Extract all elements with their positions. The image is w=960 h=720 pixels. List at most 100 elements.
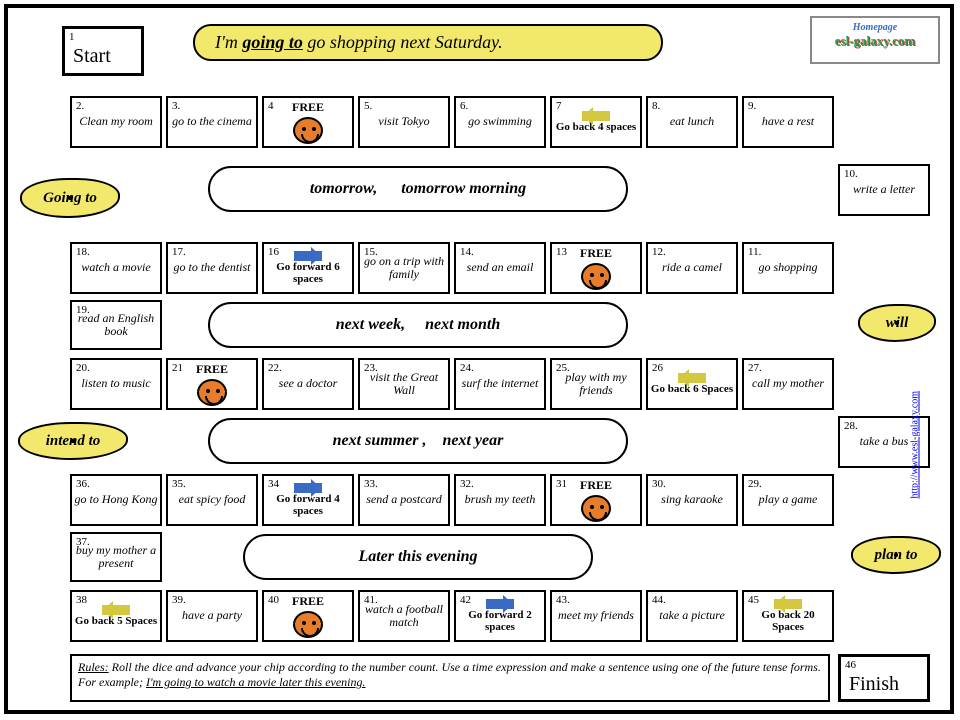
cell-text: meet my friends xyxy=(558,609,634,622)
title-bubble: I'm going to go shopping next Saturday. xyxy=(193,24,663,61)
cell-number: 25. xyxy=(556,362,570,374)
cell-number: 30. xyxy=(652,478,666,490)
cell-number: 35. xyxy=(172,478,186,490)
cell-number: 34 xyxy=(268,478,279,490)
cell-number: 13 xyxy=(556,246,567,258)
cell-text: play a game xyxy=(759,493,818,506)
cell-14: 14.send an email xyxy=(454,242,546,294)
cell-text: Go back 6 Spaces xyxy=(651,383,733,395)
title-underline: going to xyxy=(242,32,303,52)
cell-number: 1 xyxy=(69,31,75,43)
cell-number: 44. xyxy=(652,594,666,606)
cell-5: 5.visit Tokyo xyxy=(358,96,450,148)
cell-text: sing karaoke xyxy=(661,493,723,506)
cell-7: 7Go back 4 spaces xyxy=(550,96,642,148)
cell-3: 3.go to the cinema xyxy=(166,96,258,148)
cell-text: Go forward 4 spaces xyxy=(266,493,350,517)
cell-2: 2. Clean my room xyxy=(70,96,162,148)
cell-19: 19. read an English book xyxy=(70,300,162,350)
cell-24: 24.surf the internet xyxy=(454,358,546,410)
cell-number: 22. xyxy=(268,362,282,374)
arrow-right-icon xyxy=(294,483,322,493)
cell-number: 2. xyxy=(76,100,84,112)
cell-number: 38 xyxy=(76,594,87,606)
cell-text: call my mother xyxy=(752,377,824,390)
cell-number: 19. xyxy=(76,304,90,316)
cell-text: go swimming xyxy=(468,115,532,128)
smiley-icon xyxy=(293,611,323,638)
cell-text: FREE xyxy=(292,100,324,115)
start-label: Start xyxy=(73,45,133,68)
cell-16: 16Go forward 6 spaces xyxy=(262,242,354,294)
cell-21: 21FREE xyxy=(166,358,258,410)
cell-text: play with my friends xyxy=(554,371,638,397)
cell-text: visit the Great Wall xyxy=(362,371,446,397)
cloud-text: next week, next month xyxy=(336,316,500,334)
cell-9: 9.have a rest xyxy=(742,96,834,148)
cell-33: 33.send a postcard xyxy=(358,474,450,526)
cell-12: 12. ride a camel xyxy=(646,242,738,294)
mini-cloud-text: will xyxy=(886,315,909,332)
cell-27: 27. call my mother xyxy=(742,358,834,410)
cell-number: 23. xyxy=(364,362,378,374)
cell-number: 8. xyxy=(652,100,660,112)
cell-text: take a picture xyxy=(659,609,725,622)
cell-37: 37. buy my mother a present xyxy=(70,532,162,582)
cell-text: FREE xyxy=(580,478,612,493)
cell-text: go to Hong Kong xyxy=(74,493,157,506)
cell-29: 29.play a game xyxy=(742,474,834,526)
cell-number: 17. xyxy=(172,246,186,258)
cell-number: 31 xyxy=(556,478,567,490)
cell-text: FREE xyxy=(292,594,324,609)
cell-41: 41.watch a football match xyxy=(358,590,450,642)
mini-cloud-text: Going to xyxy=(43,190,97,207)
cell-text: surf the internet xyxy=(462,377,539,390)
cloud-nextsummer: next summer , next year xyxy=(208,418,628,464)
cell-26: 26 Go back 6 Spaces xyxy=(646,358,738,410)
arrow-right-icon xyxy=(294,251,322,261)
cell-number: 27. xyxy=(748,362,762,374)
cell-number: 41. xyxy=(364,594,378,606)
mini-cloud-will: will xyxy=(858,304,936,342)
cell-number: 39. xyxy=(172,594,186,606)
finish-cell: 46 Finish xyxy=(838,654,930,702)
cell-number: 32. xyxy=(460,478,474,490)
cell-text: eat spicy food xyxy=(179,493,246,506)
cell-11: 11.go shopping xyxy=(742,242,834,294)
cell-number: 7 xyxy=(556,100,562,112)
cell-38: 38Go back 5 Spaces xyxy=(70,590,162,642)
side-link[interactable]: http://www.esl-galaxy.com xyxy=(910,329,921,499)
smiley-icon xyxy=(581,263,611,290)
cell-text: ride a camel xyxy=(662,261,722,274)
cell-number: 16 xyxy=(268,246,279,258)
start-cell: 1 Start xyxy=(62,26,144,76)
cell-number: 12. xyxy=(652,246,666,258)
cell-4: 4FREE xyxy=(262,96,354,148)
cloud-nextweek: next week, next month xyxy=(208,302,628,348)
cloud-text: tomorrow, tomorrow morning xyxy=(310,180,526,198)
cell-number: 43. xyxy=(556,594,570,606)
cell-text: Clean my room xyxy=(79,115,153,128)
cell-34: 34 Go forward 4 spaces xyxy=(262,474,354,526)
arrow-left-icon xyxy=(102,605,130,615)
cell-text: write a letter xyxy=(853,183,915,196)
cell-18: 18.watch a movie xyxy=(70,242,162,294)
cell-text: see a doctor xyxy=(279,377,338,390)
cloud-text: next summer , next year xyxy=(333,432,504,450)
arrow-left-icon xyxy=(678,373,706,383)
cell-text: brush my teeth xyxy=(465,493,536,506)
cell-39: 39. have a party xyxy=(166,590,258,642)
cell-number: 9. xyxy=(748,100,756,112)
cell-17: 17.go to the dentist xyxy=(166,242,258,294)
cell-20: 20.listen to music xyxy=(70,358,162,410)
cell-number: 36. xyxy=(76,478,90,490)
cell-number: 26 xyxy=(652,362,663,374)
cell-10: 10. write a letter xyxy=(838,164,930,216)
finish-label: Finish xyxy=(849,673,919,696)
cell-number: 3. xyxy=(172,100,180,112)
title-post: go shopping next Saturday. xyxy=(303,32,503,52)
cell-text: have a party xyxy=(182,609,242,622)
cell-number: 10. xyxy=(844,168,858,180)
mini-cloud-goingto: Going to xyxy=(20,178,120,218)
cell-text: send an email xyxy=(467,261,534,274)
